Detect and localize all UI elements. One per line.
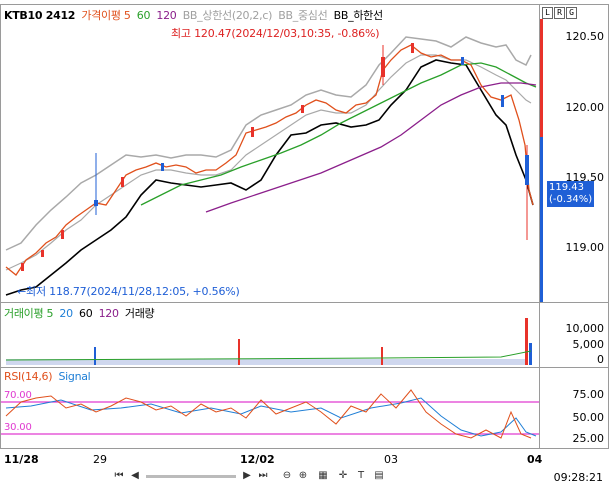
x-label: 04 (527, 453, 543, 466)
volume-bars (6, 318, 532, 365)
x-label: 11/28 (4, 453, 39, 466)
low-annotation-text: 최저 118.77(2024/11/28,12:05, +0.56%) (26, 285, 240, 298)
price-candles (21, 43, 529, 271)
next-icon[interactable]: ▶ (243, 470, 251, 481)
volume-axis[interactable]: 10,000 5,000 0 (539, 303, 608, 367)
rsi-tick: 50.00 (572, 411, 605, 424)
arrow-left-icon: ← (17, 285, 27, 298)
current-price-change: (-0.34%) (549, 194, 593, 205)
zoom-out-icon[interactable]: ⊖ (282, 470, 292, 481)
rsi-chart[interactable] (1, 368, 540, 448)
ma60-line (140, 62, 537, 206)
crosshair-icon[interactable]: ✛ (338, 470, 348, 481)
bb-lower-line (5, 59, 534, 296)
legend-vol-ma5[interactable]: 거래이평 5 (4, 307, 54, 320)
table-icon[interactable]: ▤ (374, 470, 384, 481)
volume-chart[interactable] (1, 303, 540, 367)
first-page-icon[interactable]: ⏮ (114, 470, 124, 481)
price-tick: 120.00 (565, 101, 605, 114)
rsi-pane[interactable]: RSI(14,6) Signal 70.00 30.00 75.00 50.00… (0, 367, 609, 449)
last-page-icon[interactable]: ⏭ (258, 470, 268, 481)
scale-l-button[interactable]: L (542, 7, 553, 19)
bb-upper-line (5, 36, 532, 251)
down-range-bar (540, 137, 543, 302)
scale-g-button[interactable]: G (566, 7, 577, 19)
legend-volume[interactable]: 거래량 (124, 307, 155, 320)
chart-scrollbar[interactable]: ⏮ ◀ ▶ ⏭ ⊖ ⊕ ▦ ✛ T ▤ (0, 469, 540, 485)
low-annotation: ←최저 118.77(2024/11/28,12:05, +0.56%) (17, 283, 240, 299)
current-time: 09:28:21 (553, 471, 603, 484)
time-axis-bar[interactable]: 11/28 29 12/02 03 04 ⏮ ◀ ▶ ⏭ ⊖ ⊕ ▦ ✛ T ▤… (0, 448, 609, 487)
current-price-tag: 119.43 (-0.34%) (547, 181, 595, 207)
rsi-tick: 75.00 (572, 388, 605, 401)
up-range-bar (540, 19, 543, 137)
grid-icon[interactable]: ▦ (318, 470, 328, 481)
legend-vol-ma20[interactable]: 20 (59, 307, 73, 320)
price-chart[interactable] (1, 5, 540, 302)
rsi-axis[interactable]: 75.00 50.00 25.00 (539, 368, 608, 448)
volume-legend: 거래이평 5 20 60 120 거래량 (4, 305, 157, 321)
rsi-lower-label: 30.00 (4, 422, 32, 433)
price-tick: 119.00 (565, 241, 605, 254)
rsi-signal-line (5, 397, 537, 437)
volume-tick: 10,000 (565, 322, 605, 335)
x-label: 29 (93, 453, 107, 466)
legend-vol-ma120[interactable]: 120 (98, 307, 119, 320)
rsi-legend: RSI(14,6) Signal (4, 370, 93, 383)
bb-middle-line (5, 54, 532, 271)
x-label: 03 (384, 453, 398, 466)
ma5-line (5, 44, 534, 276)
rsi-upper-label: 70.00 (4, 390, 32, 401)
price-legend: KTB10 2412 가격이평 5 60 120 BB_상한선(20,2,c) … (4, 7, 386, 23)
volume-tick: 0 (597, 353, 604, 366)
legend-signal[interactable]: Signal (58, 370, 91, 383)
high-annotation: 최고 120.47(2024/12/03,10:35, -0.86%) (171, 27, 380, 40)
legend-rsi[interactable]: RSI(14,6) (4, 370, 53, 383)
legend-bb-lower[interactable]: BB_하한선 (333, 9, 383, 22)
price-tick: 120.50 (565, 30, 605, 43)
scroll-track[interactable] (146, 475, 236, 478)
x-label: 12/02 (240, 453, 275, 466)
legend-ma120[interactable]: 120 (156, 9, 177, 22)
volume-ma-line (5, 350, 532, 361)
legend-ma5[interactable]: 가격이평 5 (81, 9, 131, 22)
price-pane[interactable]: KTB10 2412 가격이평 5 60 120 BB_상한선(20,2,c) … (0, 4, 609, 303)
zoom-in-icon[interactable]: ⊕ (298, 470, 308, 481)
prev-icon[interactable]: ◀ (131, 470, 139, 481)
legend-ma60[interactable]: 60 (136, 9, 151, 22)
text-tool-icon[interactable]: T (357, 470, 365, 481)
volume-pane[interactable]: 거래이평 5 20 60 120 거래량 10,000 5,000 0 (0, 302, 609, 368)
current-price-value: 119.43 (549, 182, 584, 193)
price-axis[interactable]: L R G 120.50 120.00 119.50 119.00 119.43… (539, 5, 608, 302)
rsi-line (5, 389, 532, 439)
ma120-line (205, 82, 537, 213)
scale-r-button[interactable]: R (554, 7, 565, 19)
legend-bb-middle[interactable]: BB_중심선 (278, 9, 328, 22)
price-tick: 119.50 (565, 171, 605, 184)
legend-vol-ma60[interactable]: 60 (79, 307, 93, 320)
volume-tick: 5,000 (572, 338, 605, 351)
rsi-tick: 25.00 (572, 432, 605, 445)
symbol-label[interactable]: KTB10 2412 (4, 9, 76, 22)
legend-bb-upper[interactable]: BB_상한선(20,2,c) (182, 9, 273, 22)
